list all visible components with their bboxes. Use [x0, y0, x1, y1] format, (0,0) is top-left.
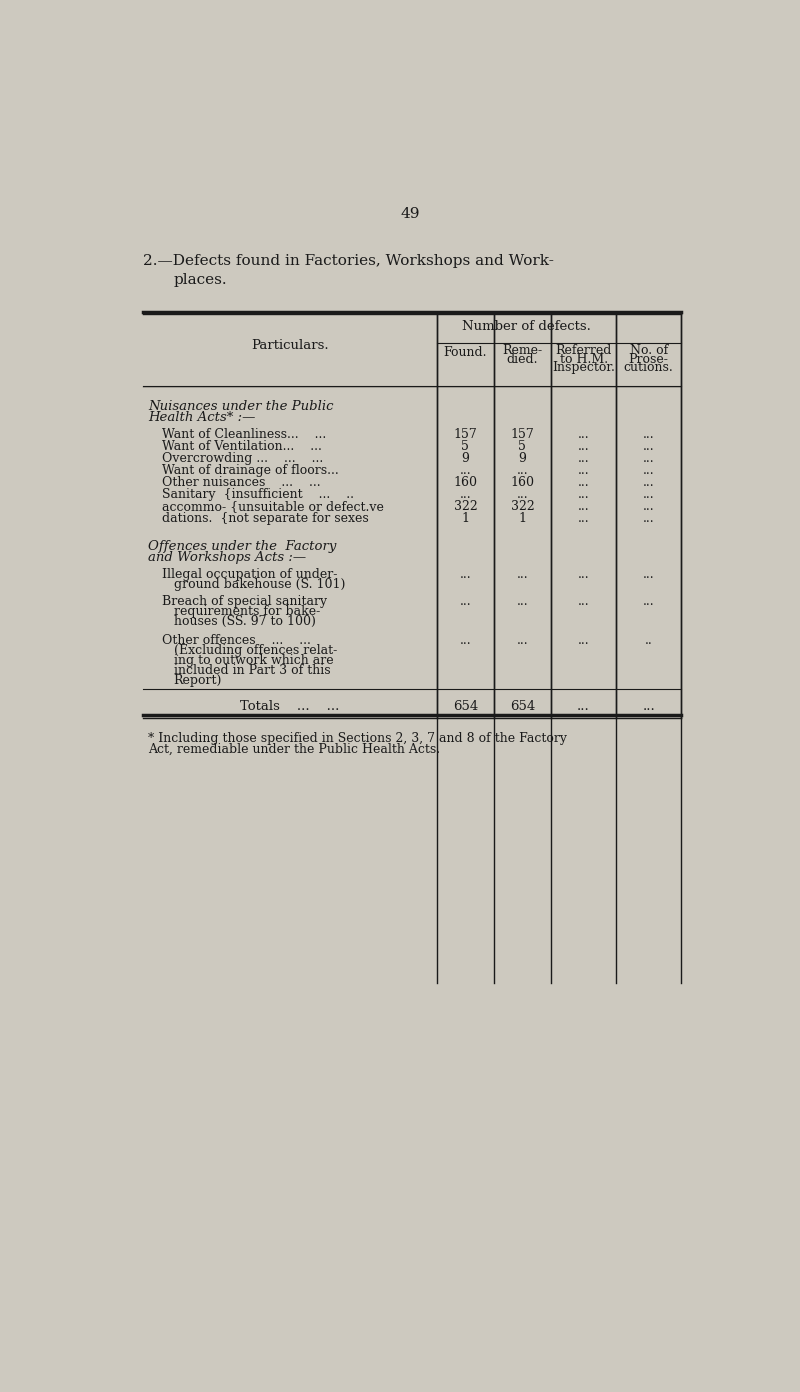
Text: 49: 49: [400, 207, 420, 221]
Text: ...: ...: [578, 596, 590, 608]
Text: 1: 1: [518, 512, 526, 525]
Text: Totals    ...    ...: Totals ... ...: [240, 700, 339, 713]
Text: ...: ...: [578, 440, 590, 452]
Text: requirements for bake-: requirements for bake-: [174, 606, 320, 618]
Text: ...: ...: [578, 464, 590, 477]
Text: Reme-: Reme-: [502, 344, 542, 358]
Text: ing to outwork which are: ing to outwork which are: [174, 654, 334, 667]
Text: Illegal occupation of under-: Illegal occupation of under-: [162, 568, 338, 582]
Text: ...: ...: [643, 596, 654, 608]
Text: ...: ...: [459, 568, 471, 582]
Text: and Workshops Acts :—: and Workshops Acts :—: [148, 551, 306, 564]
Text: 5: 5: [462, 440, 470, 452]
Text: ...: ...: [643, 500, 654, 512]
Text: Nuisances under the Public: Nuisances under the Public: [148, 401, 334, 413]
Text: Want of drainage of floors...: Want of drainage of floors...: [162, 464, 338, 477]
Text: 157: 157: [454, 429, 478, 441]
Text: ...: ...: [517, 464, 528, 477]
Text: 2.—Defects found in Factories, Workshops and Work-: 2.—Defects found in Factories, Workshops…: [142, 255, 554, 269]
Text: cutions.: cutions.: [624, 361, 674, 374]
Text: ...: ...: [578, 700, 590, 713]
Text: Other offences    ...    ...: Other offences ... ...: [162, 633, 311, 647]
Text: Other nuisances    ...    ...: Other nuisances ... ...: [162, 476, 321, 489]
Text: ...: ...: [578, 452, 590, 465]
Text: ...: ...: [578, 429, 590, 441]
Text: ...: ...: [643, 464, 654, 477]
Text: Particulars.: Particulars.: [251, 338, 329, 352]
Text: ...: ...: [643, 487, 654, 501]
Text: 322: 322: [510, 500, 534, 512]
Text: ...: ...: [578, 512, 590, 525]
Text: 160: 160: [510, 476, 534, 489]
Text: 157: 157: [510, 429, 534, 441]
Text: ...: ...: [643, 429, 654, 441]
Text: ...: ...: [643, 476, 654, 489]
Text: Inspector.: Inspector.: [552, 361, 615, 374]
Text: ...: ...: [643, 568, 654, 582]
Text: ..: ..: [645, 633, 653, 647]
Text: 160: 160: [454, 476, 478, 489]
Text: ...: ...: [578, 568, 590, 582]
Text: Breach of special sanitary: Breach of special sanitary: [162, 596, 327, 608]
Text: 654: 654: [510, 700, 535, 713]
Text: Prose-: Prose-: [629, 352, 669, 366]
Text: ground bakehouse (S. 101): ground bakehouse (S. 101): [174, 578, 345, 592]
Text: ...: ...: [517, 568, 528, 582]
Text: ...: ...: [578, 476, 590, 489]
Text: ...: ...: [517, 596, 528, 608]
Text: 5: 5: [518, 440, 526, 452]
Text: ...: ...: [517, 633, 528, 647]
Text: 322: 322: [454, 500, 478, 512]
Text: 654: 654: [453, 700, 478, 713]
Text: ...: ...: [642, 700, 655, 713]
Text: to H.M.: to H.M.: [559, 352, 608, 366]
Text: Report): Report): [174, 674, 222, 686]
Text: 9: 9: [518, 452, 526, 465]
Text: accommo- {unsuitable or defect.ve: accommo- {unsuitable or defect.ve: [162, 500, 384, 512]
Text: dations.  {not separate for sexes: dations. {not separate for sexes: [162, 512, 369, 525]
Text: 9: 9: [462, 452, 470, 465]
Text: Health Acts* :—: Health Acts* :—: [148, 411, 255, 425]
Text: ...: ...: [459, 464, 471, 477]
Text: ...: ...: [459, 487, 471, 501]
Text: No. of: No. of: [630, 344, 668, 358]
Text: ...: ...: [643, 512, 654, 525]
Text: ...: ...: [459, 596, 471, 608]
Text: * Including those specified in Sections 2, 3, 7 and 8 of the Factory: * Including those specified in Sections …: [148, 732, 567, 745]
Text: ...: ...: [578, 487, 590, 501]
Text: ...: ...: [459, 633, 471, 647]
Text: Found.: Found.: [444, 345, 487, 359]
Text: places.: places.: [174, 273, 227, 287]
Text: ...: ...: [578, 633, 590, 647]
Text: Offences under the  Factory: Offences under the Factory: [148, 540, 337, 554]
Text: Number of defects.: Number of defects.: [462, 320, 591, 333]
Text: Want of Ventilation...    ...: Want of Ventilation... ...: [162, 440, 322, 452]
Text: died.: died.: [506, 354, 538, 366]
Text: ...: ...: [643, 452, 654, 465]
Text: Act, remediable under the Public Health Acts.: Act, remediable under the Public Health …: [148, 743, 440, 756]
Text: ...: ...: [517, 487, 528, 501]
Text: Overcrowding ...    ...    ...: Overcrowding ... ... ...: [162, 452, 323, 465]
Text: 1: 1: [462, 512, 470, 525]
Text: included in Part 3 of this: included in Part 3 of this: [174, 664, 330, 677]
Text: Referred: Referred: [555, 344, 612, 358]
Text: houses (SS. 97 to 100): houses (SS. 97 to 100): [174, 615, 315, 628]
Text: Want of Cleanliness...    ...: Want of Cleanliness... ...: [162, 429, 326, 441]
Text: Sanitary  {insufficient    ...    ..: Sanitary {insufficient ... ..: [162, 487, 354, 501]
Text: ...: ...: [578, 500, 590, 512]
Text: ...: ...: [643, 440, 654, 452]
Text: (Excluding offences relat-: (Excluding offences relat-: [174, 643, 337, 657]
